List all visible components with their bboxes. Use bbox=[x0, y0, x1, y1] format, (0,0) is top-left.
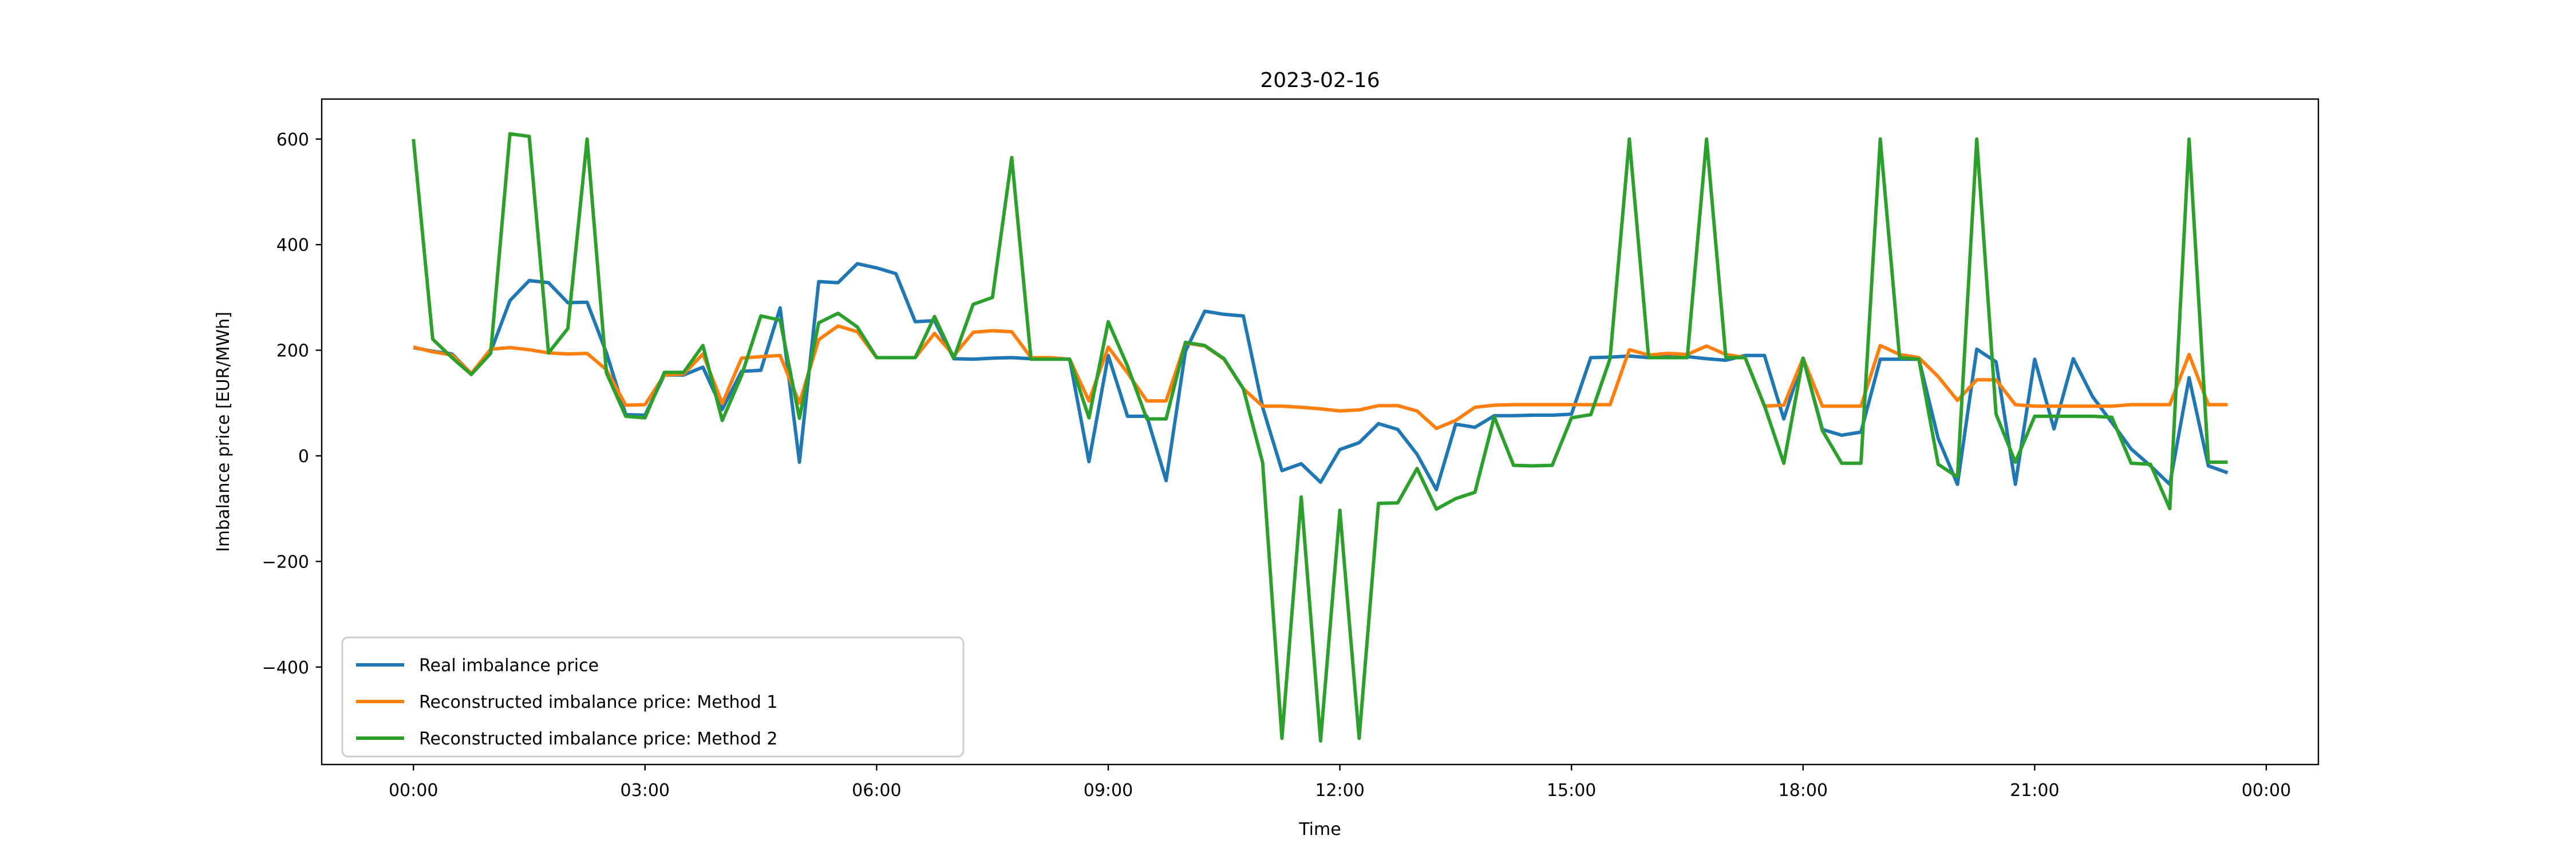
legend-label: Real imbalance price bbox=[419, 656, 599, 676]
y-tick-label: 0 bbox=[298, 447, 309, 467]
x-tick-label: 09:00 bbox=[1084, 781, 1133, 801]
legend: Real imbalance price Reconstructed imbal… bbox=[341, 636, 965, 758]
x-axis-ticks: 00:00 03:00 06:00 09:00 12:00 15:00 18:00 21:00… bbox=[389, 765, 2291, 801]
legend-item-method-1: Reconstructed imbalance price: Method 1 bbox=[356, 692, 778, 712]
plot-title: 2023-02-16 bbox=[1260, 69, 1380, 92]
legend-label: Reconstructed imbalance price: Method 2 bbox=[419, 729, 778, 749]
y-tick-label: −200 bbox=[262, 552, 309, 572]
x-tick-label: 21:00 bbox=[2010, 781, 2059, 801]
y-axis-label: Imbalance price [EUR/MWh] bbox=[214, 312, 234, 552]
x-tick-label: 15:00 bbox=[1547, 781, 1596, 801]
x-tick-label: 06:00 bbox=[852, 781, 901, 801]
legend-label: Reconstructed imbalance price: Method 1 bbox=[419, 692, 778, 712]
x-tick-label: 12:00 bbox=[1315, 781, 1364, 801]
series-real-imbalance-price bbox=[413, 262, 2229, 491]
x-tick-label: 00:00 bbox=[2242, 781, 2291, 801]
y-tick-label: 600 bbox=[276, 130, 309, 150]
x-tick-label: 00:00 bbox=[389, 781, 438, 801]
x-axis-label: Time bbox=[1298, 819, 1341, 840]
axes-frame bbox=[321, 98, 2320, 766]
y-tick-label: 200 bbox=[276, 341, 309, 361]
series-reconstructed-method-2 bbox=[412, 132, 2228, 743]
legend-box bbox=[341, 636, 965, 758]
legend-item-real-imbalance-price: Real imbalance price bbox=[356, 656, 599, 676]
series-reconstructed-method-1 bbox=[413, 324, 2228, 431]
legend-item-method-2: Reconstructed imbalance price: Method 2 bbox=[356, 729, 778, 749]
y-tick-label: 400 bbox=[276, 235, 309, 255]
y-axis-ticks: 600 400 200 0 −200 −400 bbox=[262, 130, 322, 678]
y-tick-label: −400 bbox=[262, 658, 309, 678]
x-tick-label: 03:00 bbox=[621, 781, 670, 801]
x-tick-label: 18:00 bbox=[1779, 781, 1828, 801]
data-series bbox=[412, 132, 2229, 743]
